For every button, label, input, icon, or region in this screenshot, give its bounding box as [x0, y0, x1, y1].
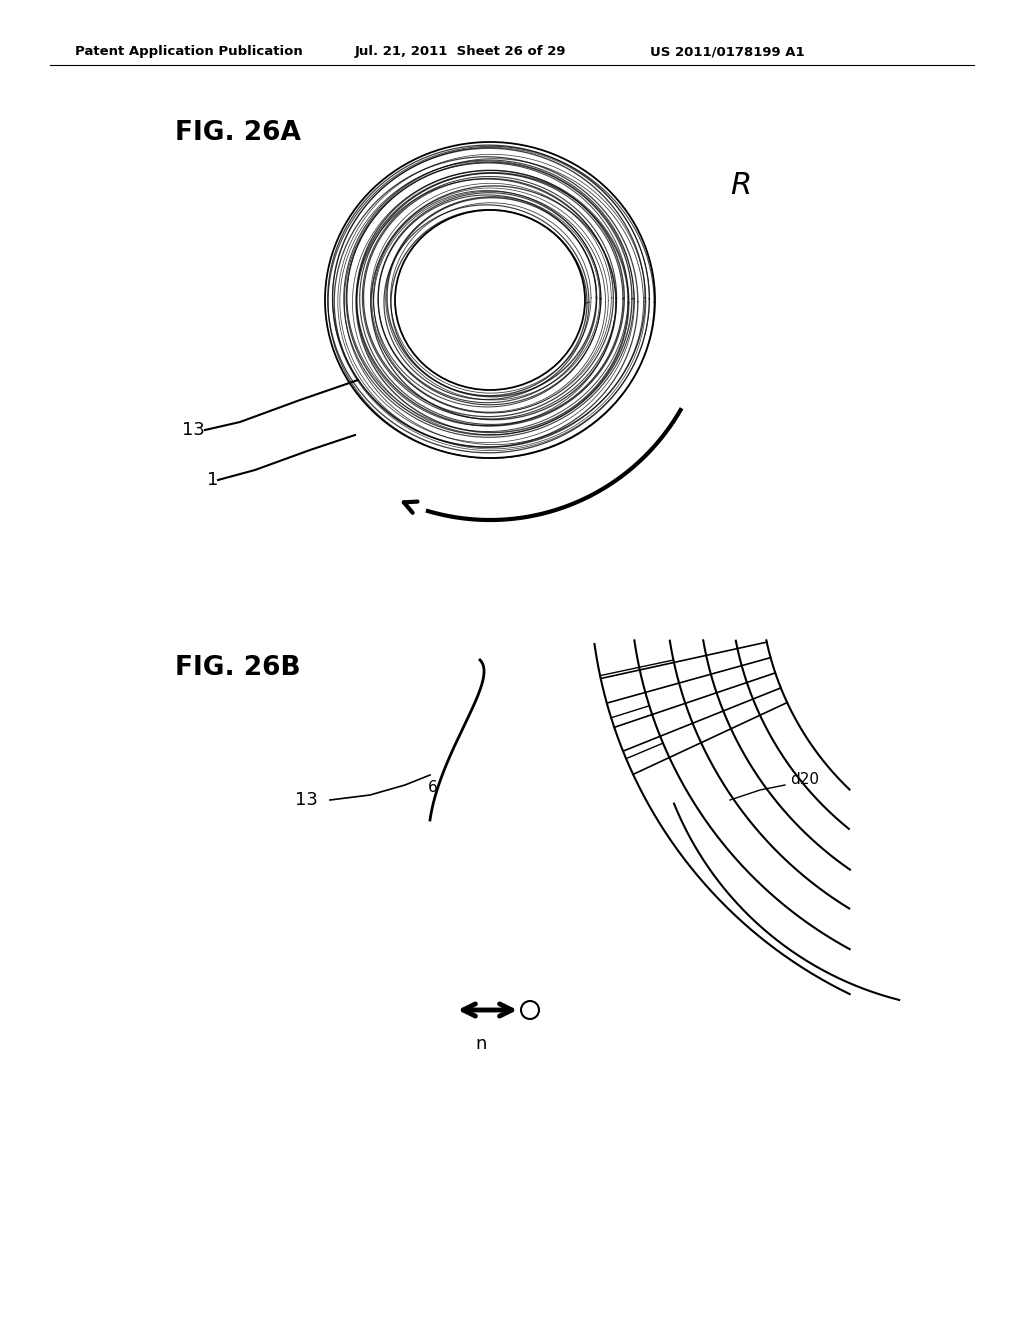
Text: 6: 6	[428, 780, 437, 795]
Text: R: R	[730, 170, 752, 199]
Text: 1: 1	[207, 471, 218, 488]
Text: Jul. 21, 2011  Sheet 26 of 29: Jul. 21, 2011 Sheet 26 of 29	[355, 45, 566, 58]
Text: 13: 13	[182, 421, 205, 440]
Circle shape	[521, 1001, 539, 1019]
Text: Patent Application Publication: Patent Application Publication	[75, 45, 303, 58]
Text: FIG. 26B: FIG. 26B	[175, 655, 301, 681]
Text: 13: 13	[295, 791, 317, 809]
Ellipse shape	[398, 213, 582, 387]
Text: n: n	[475, 1035, 486, 1053]
Text: d20: d20	[790, 772, 819, 788]
Text: US 2011/0178199 A1: US 2011/0178199 A1	[650, 45, 805, 58]
Text: FIG. 26A: FIG. 26A	[175, 120, 301, 147]
